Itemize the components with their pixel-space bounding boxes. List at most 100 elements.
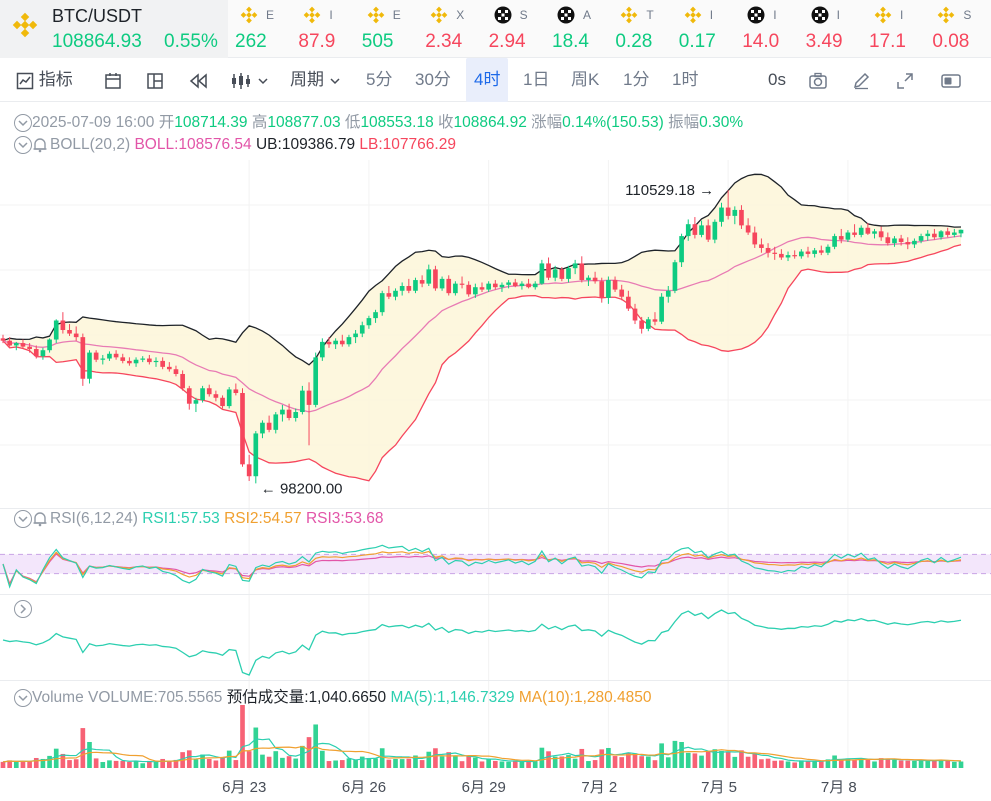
settings-toggle-icon xyxy=(941,73,961,88)
volume-bar xyxy=(812,760,817,768)
interval-weekly[interactable]: 周K xyxy=(571,70,600,89)
volume-bar xyxy=(685,752,691,768)
bell-icon[interactable] xyxy=(32,511,48,527)
candle-body xyxy=(147,358,152,363)
volume-bar xyxy=(40,758,46,768)
volume-bar xyxy=(193,759,199,768)
candle-body xyxy=(486,283,491,290)
indicators-button[interactable]: 指标 xyxy=(16,64,73,96)
ticker-item[interactable]: I 3.49 xyxy=(801,0,864,58)
candle-body xyxy=(905,242,911,245)
candle-body xyxy=(679,236,684,263)
volume-bar xyxy=(286,756,292,768)
volume-bar xyxy=(33,757,39,768)
candle-body xyxy=(127,360,132,364)
expand-button[interactable] xyxy=(896,64,914,96)
interval-4h[interactable]: 4时 xyxy=(466,58,509,102)
candle-body xyxy=(273,414,279,430)
volume-bar xyxy=(772,760,778,768)
ticker-item[interactable]: I 0.17 xyxy=(674,0,737,58)
volume-bar xyxy=(559,756,565,768)
candle-body xyxy=(93,352,99,360)
interval-1d[interactable]: 1日 xyxy=(523,70,550,89)
volume-bar xyxy=(958,761,964,768)
interval-5m[interactable]: 5分 xyxy=(366,70,393,89)
candle-body xyxy=(512,282,518,287)
candle-body xyxy=(499,284,505,288)
ticker-main-btc[interactable]: BTC/USDT 108864.93 0.55% xyxy=(0,0,228,58)
volume-bar xyxy=(433,748,438,768)
volume-bar xyxy=(892,759,897,768)
bell-icon[interactable] xyxy=(32,137,48,153)
x-axis-tick-label: 6月 29 xyxy=(461,779,506,796)
volume-bar xyxy=(672,740,678,768)
candle-body xyxy=(925,233,931,237)
volume-legend: Volume VOLUME:705.5565 预估成交量:1,040.6650 … xyxy=(14,685,652,707)
settings-button[interactable] xyxy=(940,64,962,96)
candle-body xyxy=(226,389,232,407)
x-axis-tick-label: 6月 26 xyxy=(341,779,387,796)
candle-body xyxy=(892,238,897,244)
volume-bar xyxy=(898,760,904,768)
ticker-item[interactable]: S 2.94 xyxy=(484,0,547,58)
candle-body xyxy=(406,286,412,291)
period-dropdown[interactable]: 周期 xyxy=(290,64,341,96)
ticker-item[interactable]: T 0.28 xyxy=(610,0,673,58)
chart-type-dropdown[interactable] xyxy=(230,64,269,96)
okx-icon xyxy=(747,6,765,24)
okx-icon xyxy=(557,6,575,24)
volume-bar xyxy=(173,759,179,768)
layout-button[interactable] xyxy=(146,64,164,96)
candle-body xyxy=(559,269,565,279)
high-annotation: 110529.18 → xyxy=(625,182,714,199)
candle-body xyxy=(619,289,625,297)
interval-1m[interactable]: 1分 xyxy=(623,70,650,89)
candle-body xyxy=(73,333,79,338)
volume-bar xyxy=(872,761,877,768)
screenshot-button[interactable] xyxy=(808,64,828,96)
volume-bar xyxy=(80,728,86,768)
volume-bar xyxy=(200,754,205,768)
volume-bar xyxy=(306,737,312,768)
volume-bar xyxy=(938,759,944,768)
ohlc-close: 108864.92 xyxy=(453,114,527,131)
candle-body xyxy=(825,246,831,253)
ticker-price: 108864.93 xyxy=(52,31,142,52)
ticker-item-value: 2.34 xyxy=(425,31,463,52)
collapse-toggle-icon[interactable] xyxy=(14,113,32,132)
candle-body xyxy=(100,358,106,360)
candle-body xyxy=(107,353,112,359)
draw-button[interactable] xyxy=(852,64,870,96)
boll-mid-line xyxy=(2,235,962,413)
volume-bar xyxy=(419,760,425,768)
ticker-item[interactable]: A 18.4 xyxy=(547,0,610,58)
ticker-item[interactable]: I 14.0 xyxy=(737,0,800,58)
candle-body xyxy=(739,209,744,226)
candle-body xyxy=(652,319,658,322)
ticker-item[interactable]: E 262 xyxy=(230,0,293,58)
ticker-item[interactable]: I 87.9 xyxy=(293,0,356,58)
collapse-toggle-icon[interactable] xyxy=(14,136,32,154)
candle-body xyxy=(506,282,511,285)
collapse-toggle-icon[interactable] xyxy=(14,510,32,528)
replay-button[interactable] xyxy=(188,64,208,96)
candle-body xyxy=(526,283,531,288)
expand-toggle-icon[interactable] xyxy=(14,600,32,618)
volume-bar xyxy=(519,761,525,768)
collapse-toggle-icon[interactable] xyxy=(14,688,32,707)
volume-bar xyxy=(333,760,338,768)
candle-body xyxy=(0,338,6,341)
candle-body xyxy=(346,337,352,345)
calendar-button[interactable] xyxy=(104,64,122,96)
ticker-item[interactable]: E 505 xyxy=(357,0,420,58)
ticker-change: 0.55% xyxy=(164,31,218,52)
ticker-item[interactable]: I 17.1 xyxy=(864,0,927,58)
ticker-item[interactable]: S 0.08 xyxy=(927,0,990,58)
interval-1h[interactable]: 1时 xyxy=(672,70,699,89)
volume-bar xyxy=(632,753,638,768)
interval-30m[interactable]: 30分 xyxy=(415,70,451,89)
volume-bar xyxy=(526,760,531,768)
ticker-item[interactable]: X 2.34 xyxy=(420,0,483,58)
ticker-item-name: I xyxy=(709,8,714,22)
